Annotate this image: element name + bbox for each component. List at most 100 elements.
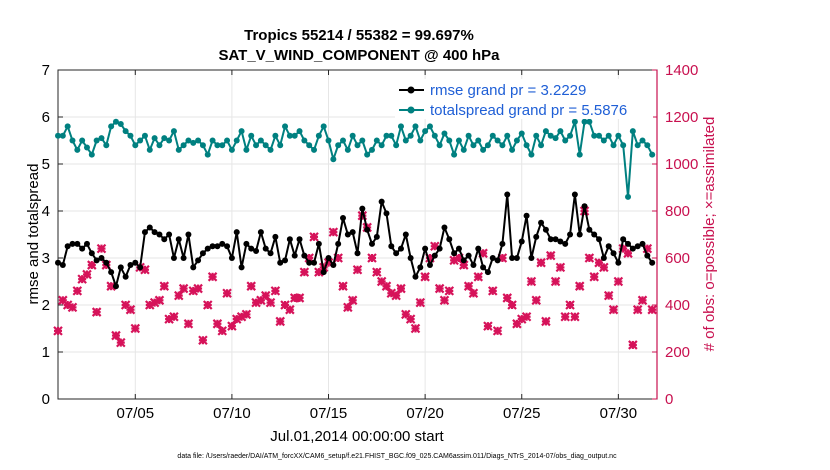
totalspread-point (98, 135, 105, 142)
obs-marker (565, 300, 575, 310)
totalspread-point (175, 146, 182, 153)
rmse-point (301, 252, 308, 259)
totalspread-point (238, 128, 245, 135)
rmse-point (397, 245, 404, 252)
y-left-tick-label: 3 (42, 250, 50, 267)
rmse-point (190, 264, 197, 271)
y-right-tick-label: 200 (665, 344, 690, 361)
rmse-point (88, 250, 95, 257)
totalspread-point (311, 146, 318, 153)
totalspread-point (257, 137, 264, 144)
obs-marker (198, 335, 208, 346)
rmse-point (253, 247, 260, 254)
x-tick-label: 07/20 (406, 405, 444, 422)
rmse-point (610, 250, 617, 257)
y-right-tick-label: 800 (665, 203, 690, 220)
obs-marker (111, 330, 121, 341)
totalspread-point (112, 118, 119, 125)
legend-swatch-rmse-marker (407, 86, 415, 94)
totalspread-point (122, 128, 129, 135)
obs-marker (603, 290, 614, 301)
totalspread-point (436, 142, 443, 149)
obs-marker (347, 295, 358, 306)
totalspread-point (64, 123, 71, 130)
rmse-point (426, 262, 433, 269)
totalspread-point (199, 142, 206, 149)
totalspread-point (499, 142, 506, 149)
totalspread-point (301, 137, 308, 144)
totalspread-point (262, 142, 269, 149)
totalspread-point (567, 132, 574, 139)
obs-marker (338, 281, 348, 291)
x-tick-label: 07/10 (213, 405, 251, 422)
rmse-point (625, 240, 632, 247)
rmse-point (320, 269, 327, 276)
obs-marker (444, 286, 455, 296)
rmse-point (83, 240, 90, 247)
totalspread-point (634, 142, 641, 149)
obs-marker (391, 290, 401, 301)
totalspread-point (151, 135, 158, 142)
rmse-point (267, 250, 274, 257)
legend-entry-rmse: rmse grand pr = 3.2229 (430, 82, 586, 99)
obs-marker (116, 337, 126, 348)
totalspread-point (224, 137, 231, 144)
obs-marker (570, 311, 580, 322)
obs-marker (275, 316, 285, 327)
totalspread-point (625, 193, 632, 200)
totalspread-point (364, 151, 371, 158)
obs-marker (106, 281, 116, 291)
y-left-tick-label: 1 (42, 344, 50, 361)
rmse-point (571, 191, 578, 198)
totalspread-point (103, 142, 110, 149)
totalspread-point (74, 146, 81, 153)
obs-marker (72, 286, 83, 296)
rmse-point (228, 255, 235, 261)
obs-marker (541, 316, 551, 327)
rmse-point (257, 229, 264, 236)
totalspread-point (88, 151, 95, 158)
rmse-point (248, 245, 255, 252)
obs-marker (536, 257, 546, 268)
totalspread-point (412, 123, 419, 130)
totalspread-point (117, 121, 124, 128)
obs-marker (405, 314, 416, 324)
rmse-point (112, 283, 119, 290)
rmse-point (79, 245, 86, 252)
obs-marker (125, 304, 136, 315)
totalspread-point (204, 151, 211, 158)
rmse-point (103, 259, 110, 266)
totalspread-point (320, 123, 327, 130)
obs-marker (492, 326, 503, 336)
obs-marker (352, 264, 363, 275)
obs-marker (584, 253, 595, 263)
totalspread-point (359, 137, 366, 144)
obs-marker (434, 283, 445, 294)
totalspread-point (489, 132, 496, 139)
obs-marker (545, 250, 556, 261)
obs-marker (401, 309, 411, 320)
y-left-tick-label: 2 (42, 297, 50, 314)
totalspread-point (185, 137, 192, 144)
rmse-point (412, 273, 419, 280)
obs-marker (53, 326, 63, 336)
rmse-point (185, 231, 192, 238)
rmse-point (224, 243, 231, 250)
totalspread-point (373, 137, 380, 144)
rmse-point (344, 231, 351, 238)
rmse-point (615, 259, 622, 266)
totalspread-point (330, 156, 337, 163)
rmse-point (354, 250, 361, 257)
y-left-tick-label: 4 (42, 203, 50, 220)
rmse-point (596, 236, 603, 243)
totalspread-point (156, 142, 163, 149)
obs-marker (96, 243, 107, 254)
rmse-point (74, 240, 81, 247)
rmse-point (209, 243, 216, 250)
rmse-point (484, 269, 491, 276)
rmse-point (117, 264, 124, 271)
obs-marker (159, 281, 170, 291)
legend-entry-totalspread: totalspread grand pr = 5.5876 (430, 102, 627, 119)
totalspread-point (620, 142, 627, 149)
legend: rmse grand pr = 3.2229 totalspread grand… (395, 79, 653, 119)
